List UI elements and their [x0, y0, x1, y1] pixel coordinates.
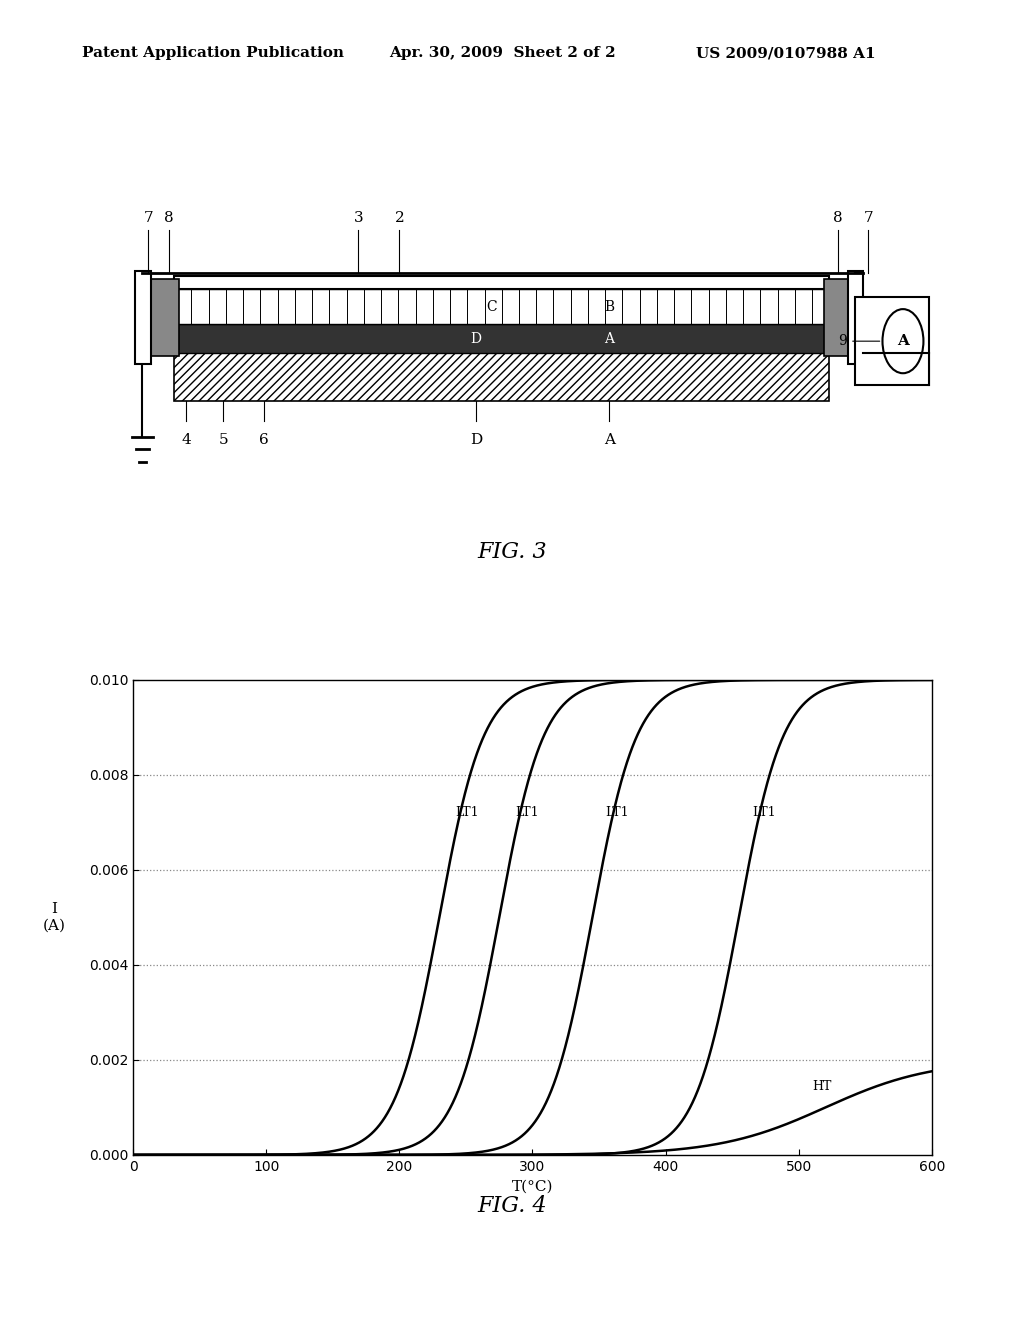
Bar	[135, 272, 151, 364]
Text: 8: 8	[164, 211, 174, 224]
Text: A: A	[604, 331, 614, 346]
Text: D: D	[471, 331, 481, 346]
Text: FIG. 4: FIG. 4	[477, 1195, 547, 1217]
Text: 7: 7	[143, 211, 154, 224]
Text: HT: HT	[812, 1080, 831, 1093]
Text: B: B	[604, 300, 614, 314]
Bar	[848, 272, 863, 364]
Text: US 2009/0107988 A1: US 2009/0107988 A1	[696, 46, 876, 61]
Text: 9: 9	[838, 334, 847, 348]
Bar	[151, 280, 179, 356]
Text: 4: 4	[181, 433, 191, 447]
Text: Apr. 30, 2009  Sheet 2 of 2: Apr. 30, 2009 Sheet 2 of 2	[389, 46, 615, 61]
X-axis label: T(°C): T(°C)	[512, 1179, 553, 1193]
Bar	[174, 354, 829, 401]
Bar	[855, 297, 929, 385]
Text: A: A	[604, 433, 614, 447]
Bar	[174, 276, 829, 289]
Text: LT1: LT1	[752, 807, 776, 820]
Text: C: C	[486, 300, 497, 314]
Text: D: D	[470, 433, 482, 447]
Text: FIG. 3: FIG. 3	[477, 541, 547, 562]
Bar	[174, 325, 829, 354]
Text: 8: 8	[833, 211, 843, 224]
Text: 2: 2	[394, 211, 404, 224]
Text: 5: 5	[218, 433, 228, 447]
Text: A: A	[897, 334, 909, 348]
Bar	[824, 280, 853, 356]
Text: LT1: LT1	[515, 807, 539, 820]
Y-axis label: I
(A): I (A)	[43, 903, 66, 932]
Text: 6: 6	[259, 433, 269, 447]
Text: LT1: LT1	[456, 807, 479, 820]
Text: Patent Application Publication: Patent Application Publication	[82, 46, 344, 61]
Text: LT1: LT1	[606, 807, 630, 820]
Text: 3: 3	[353, 211, 364, 224]
Bar	[174, 289, 829, 325]
Text: 7: 7	[863, 211, 873, 224]
